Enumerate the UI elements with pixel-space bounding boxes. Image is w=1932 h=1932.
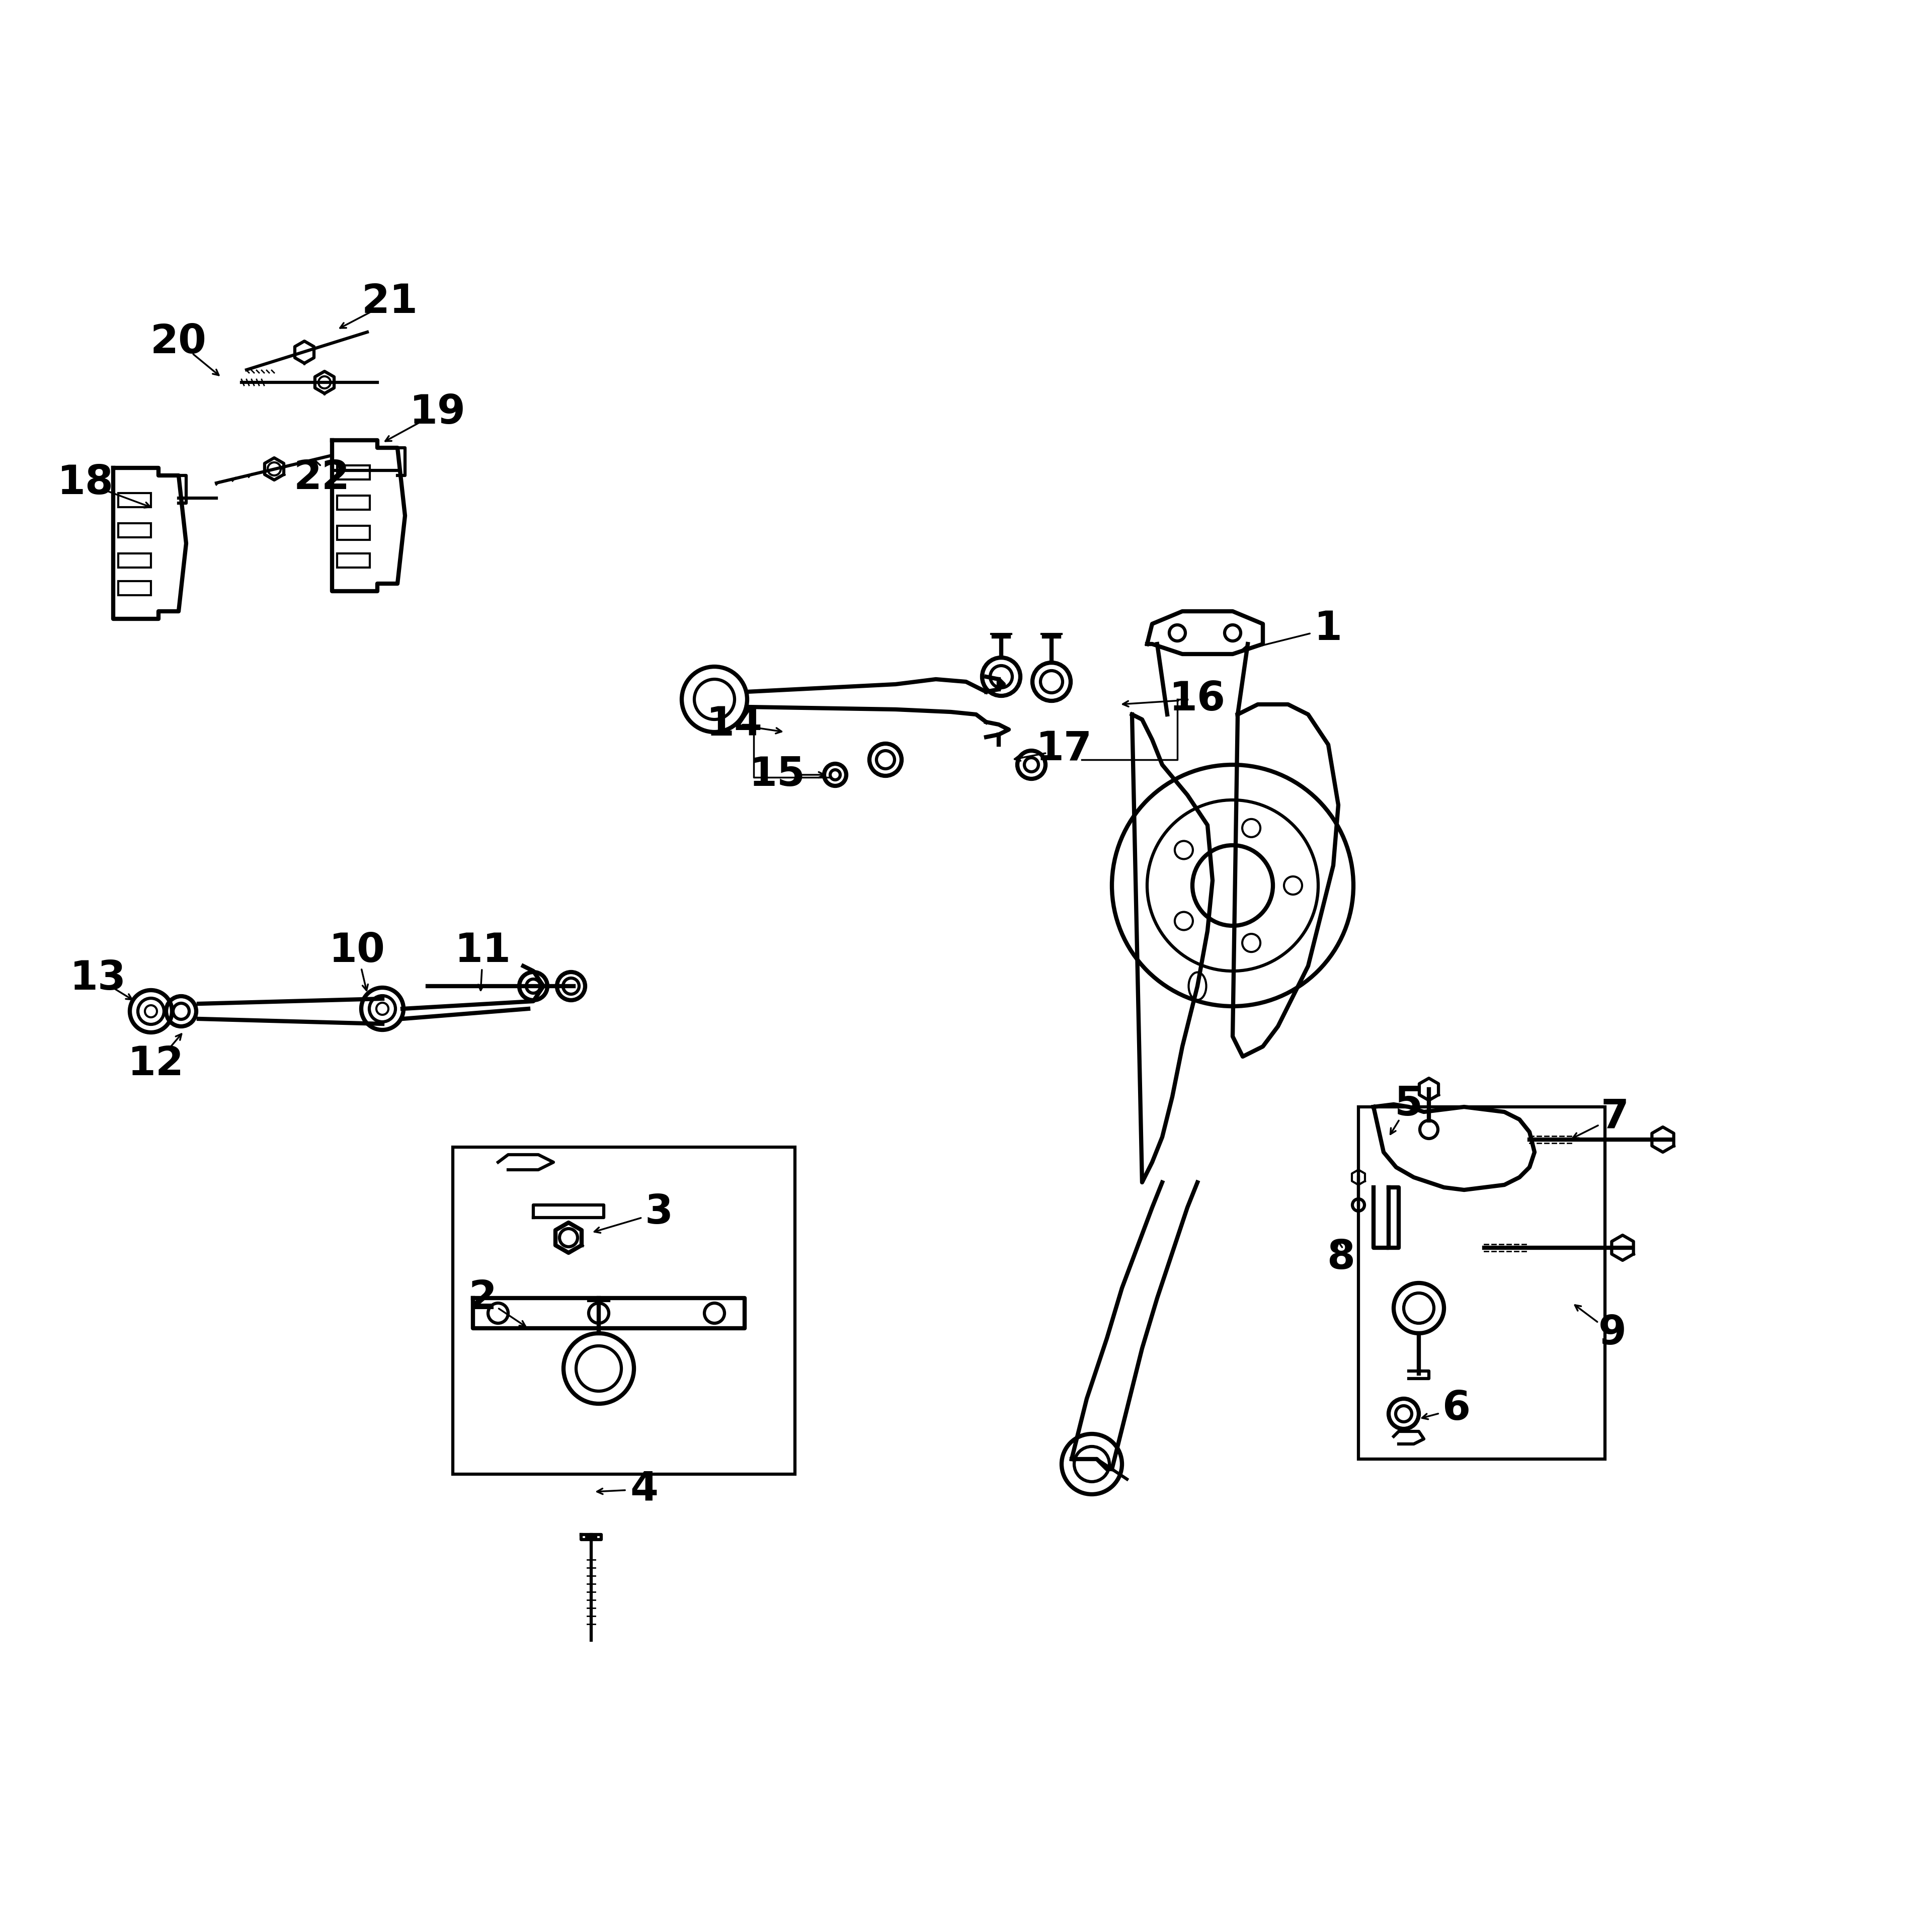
Text: 15: 15: [750, 755, 806, 794]
Bar: [452, 1148, 794, 1474]
Text: 13: 13: [70, 958, 126, 999]
Bar: [336, 497, 369, 510]
Text: 3: 3: [645, 1192, 672, 1233]
Bar: [118, 493, 151, 506]
Bar: [336, 466, 369, 479]
Text: 6: 6: [1443, 1389, 1470, 1428]
Text: 9: 9: [1598, 1314, 1627, 1352]
Text: 12: 12: [128, 1045, 184, 1084]
Text: 11: 11: [454, 931, 512, 970]
Text: 5: 5: [1395, 1084, 1422, 1124]
Bar: [336, 553, 369, 568]
Text: 14: 14: [707, 705, 763, 744]
Text: 4: 4: [630, 1470, 659, 1509]
Text: 18: 18: [58, 464, 114, 502]
Text: 10: 10: [328, 931, 384, 970]
Text: 16: 16: [1169, 680, 1225, 719]
Text: 7: 7: [1602, 1097, 1629, 1136]
Text: 20: 20: [151, 323, 207, 361]
Bar: [336, 526, 369, 539]
Text: 1: 1: [1314, 609, 1343, 649]
Text: 8: 8: [1327, 1238, 1354, 1277]
Text: 2: 2: [469, 1279, 497, 1318]
Text: 21: 21: [361, 282, 417, 321]
Bar: [118, 524, 151, 537]
Text: 19: 19: [410, 392, 466, 433]
Text: 22: 22: [294, 458, 350, 498]
Text: 17: 17: [1036, 730, 1092, 769]
Bar: [118, 582, 151, 595]
Bar: [118, 553, 151, 568]
Bar: [1358, 1107, 1605, 1459]
